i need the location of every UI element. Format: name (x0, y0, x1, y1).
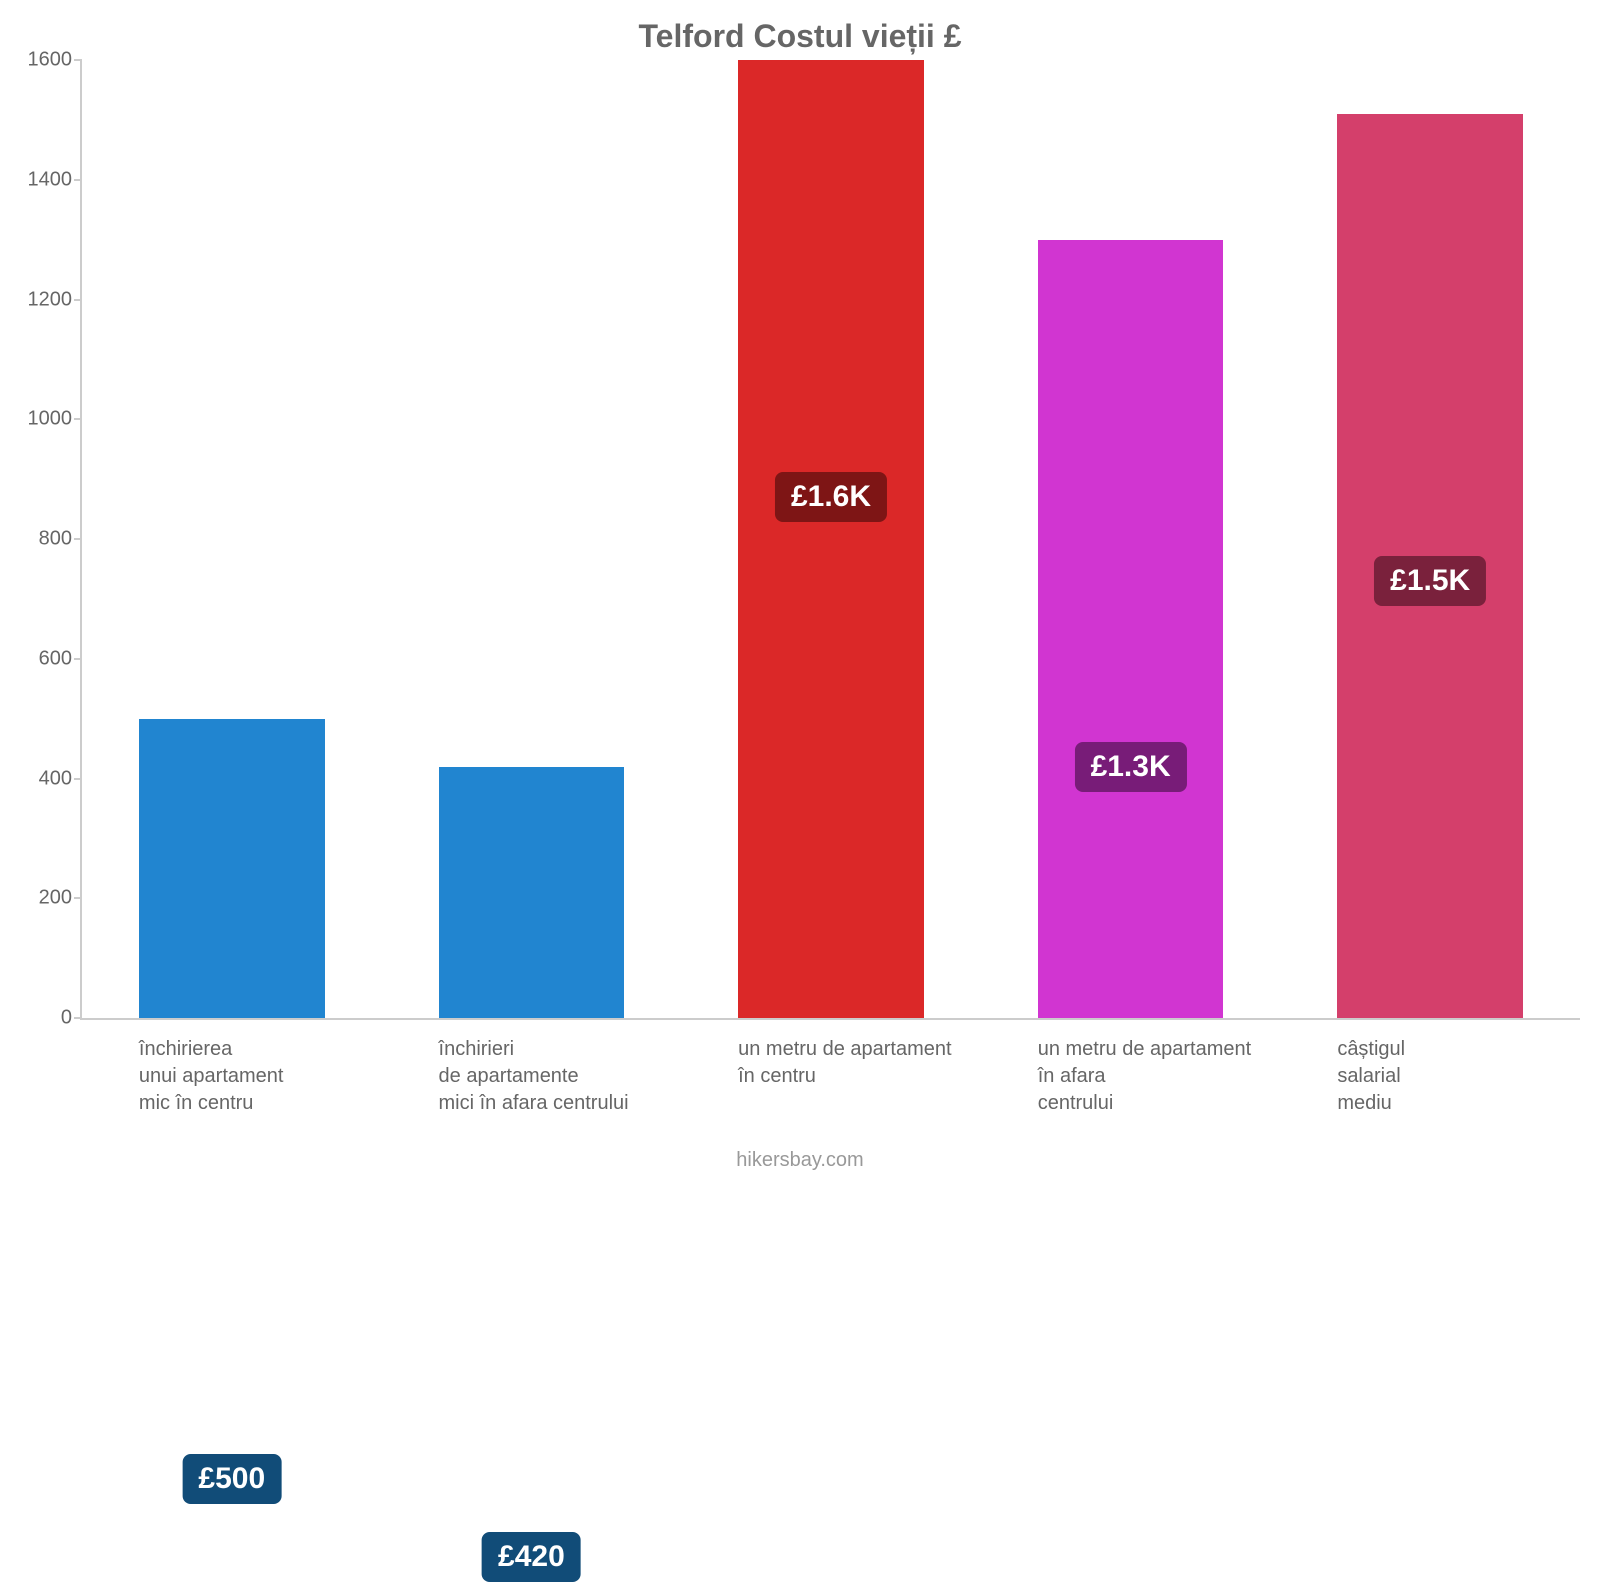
bar-value-badge: £1.5K (1374, 556, 1486, 606)
x-category-label: câștigul salarial mediu (1337, 1018, 1600, 1117)
x-category-label: închirieri de apartamente mici în afara … (439, 1018, 724, 1117)
chart-title: Telford Costul vieții £ (0, 18, 1600, 55)
y-tick-mark (74, 538, 82, 540)
bar: £1.6K (738, 60, 924, 1018)
y-tick-label: 200 (22, 887, 72, 910)
y-tick-mark (74, 418, 82, 420)
y-tick-mark (74, 59, 82, 61)
x-category-label: închirierea unui apartament mic în centr… (139, 1018, 424, 1117)
chart-footer: hikersbay.com (0, 1149, 1600, 1172)
y-tick-label: 400 (22, 767, 72, 790)
y-tick-label: 0 (22, 1007, 72, 1030)
bar-value-badge: £500 (182, 1454, 281, 1504)
y-tick-mark (74, 897, 82, 899)
bar: £500 (139, 719, 325, 1018)
bar-value-badge: £420 (482, 1532, 581, 1582)
y-tick-label: 800 (22, 528, 72, 551)
y-tick-mark (74, 299, 82, 301)
y-tick-mark (74, 778, 82, 780)
y-tick-label: 1600 (22, 49, 72, 72)
y-tick-label: 600 (22, 647, 72, 670)
y-tick-label: 1200 (22, 288, 72, 311)
bar: £1.3K (1038, 240, 1224, 1018)
y-tick-label: 1400 (22, 168, 72, 191)
bar-value-badge: £1.6K (775, 472, 887, 522)
y-tick-label: 1000 (22, 408, 72, 431)
bar-value-badge: £1.3K (1075, 742, 1187, 792)
bar: £1.5K (1337, 114, 1523, 1018)
y-tick-mark (74, 179, 82, 181)
x-category-label: un metru de apartament în afara centrulu… (1038, 1018, 1323, 1117)
plot-area: 02004006008001000120014001600£500închiri… (80, 60, 1580, 1020)
y-tick-mark (74, 658, 82, 660)
cost-of-living-chart: Telford Costul vieții £ 0200400600800100… (0, 0, 1600, 1200)
bar: £420 (439, 767, 625, 1018)
x-category-label: un metru de apartament în centru (738, 1018, 1023, 1090)
y-tick-mark (74, 1017, 82, 1019)
